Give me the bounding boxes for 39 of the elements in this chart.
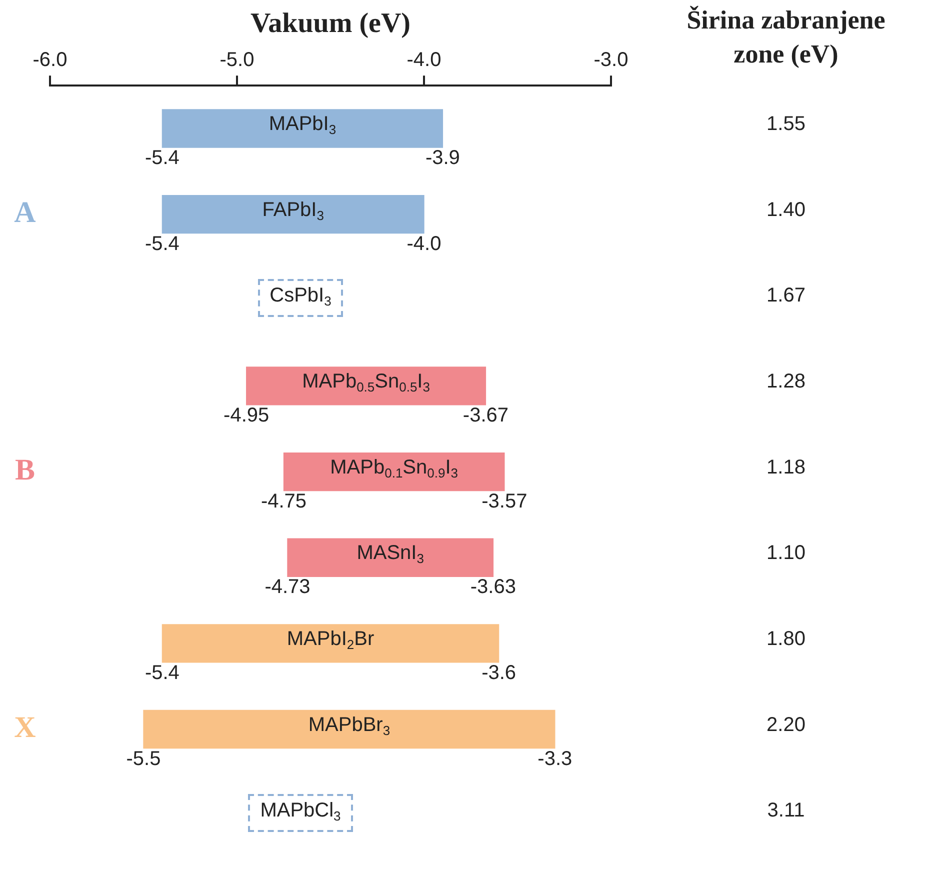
text: 3.11 xyxy=(767,800,805,822)
x-axis-title: Vakuum (eV) xyxy=(250,8,410,40)
bar xyxy=(246,366,486,406)
annotation: -5.4 xyxy=(144,147,180,170)
text: 1.67 xyxy=(766,284,806,307)
annotation: -3.63 xyxy=(470,576,516,598)
annotation: -4.73 xyxy=(264,576,310,598)
annotation: -3.9 xyxy=(425,147,460,170)
text: 1.28 xyxy=(766,370,806,392)
annotation: -3.67 xyxy=(462,404,509,426)
text: 1.10 xyxy=(766,542,806,564)
bar xyxy=(162,109,444,148)
text: 1.80 xyxy=(766,628,806,650)
x-tick-label: -6.0 xyxy=(32,49,68,72)
text: 2.20 xyxy=(766,714,806,736)
annotation: -5.4 xyxy=(144,662,180,684)
bar xyxy=(143,710,556,749)
bar xyxy=(162,624,500,663)
text: X xyxy=(14,711,36,744)
annotation: -3.6 xyxy=(482,662,516,684)
annotation: -3.3 xyxy=(538,748,572,770)
text: 1.55 xyxy=(766,113,806,136)
x-tick-label: -3.0 xyxy=(594,49,628,72)
text: 1.18 xyxy=(766,456,806,478)
text: 1.40 xyxy=(766,198,806,221)
x-tick-label: -5.0 xyxy=(220,49,254,72)
bar xyxy=(162,195,424,234)
annotation: -4.75 xyxy=(260,490,307,512)
text: A xyxy=(14,196,36,230)
annotation: -4.95 xyxy=(224,404,270,426)
text: B xyxy=(14,454,36,487)
annotation: -4.0 xyxy=(406,232,442,255)
annotation: -3.57 xyxy=(482,490,528,512)
x-tick-label: -4.0 xyxy=(406,49,442,72)
annotation: -5.4 xyxy=(144,232,180,255)
bar xyxy=(287,538,494,577)
annotation: -5.5 xyxy=(126,748,161,770)
bar xyxy=(283,452,505,492)
text: Širina zabranjene zone (eV) xyxy=(686,6,886,69)
